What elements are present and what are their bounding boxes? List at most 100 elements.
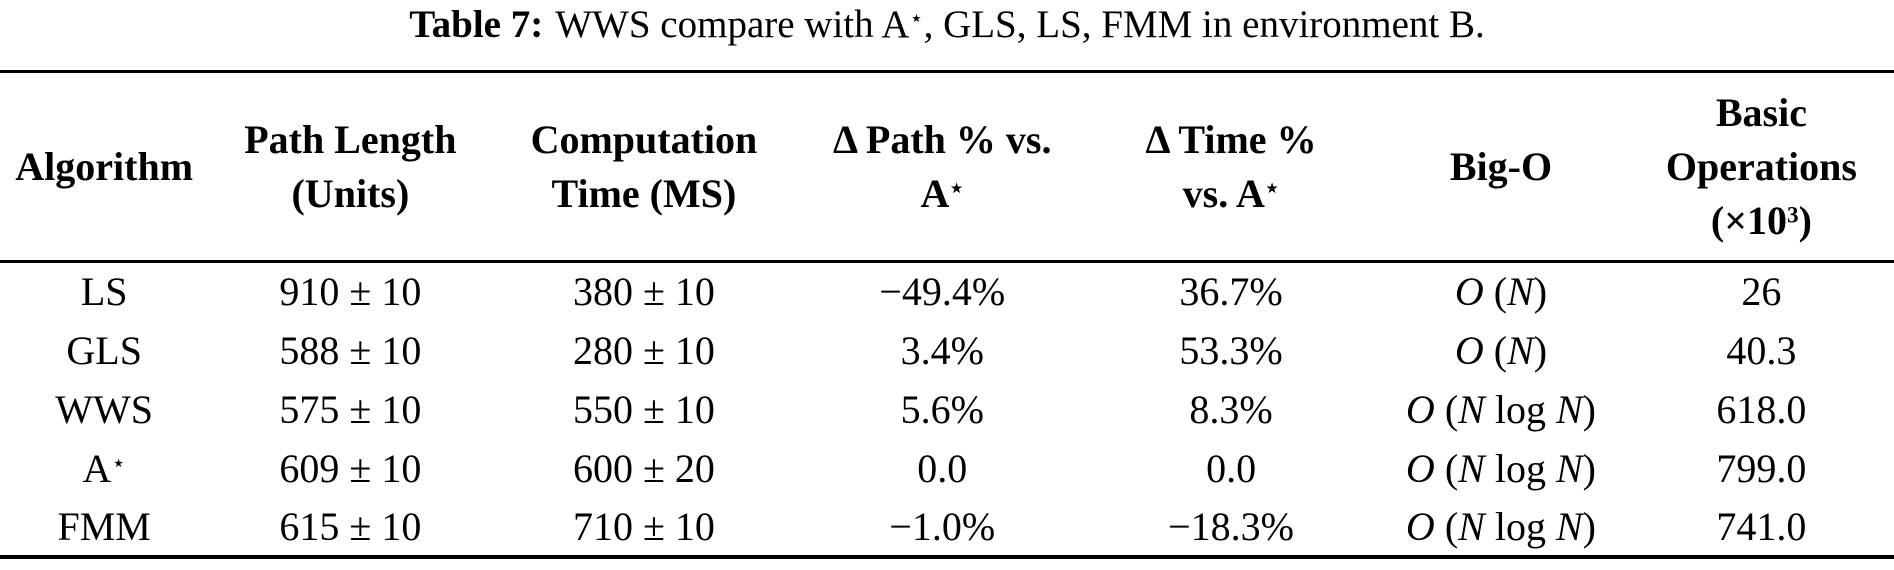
header-line: (×103)	[1629, 194, 1894, 248]
paren: )	[1533, 327, 1548, 373]
path-length-cell: 588 ± 10	[279, 327, 422, 373]
exponent: 3	[1787, 201, 1799, 228]
big-o-cell: O (N log N)	[1373, 498, 1629, 557]
paren: (	[1483, 269, 1508, 315]
big-o-symbol: O	[1454, 269, 1484, 315]
header-line: vs. A⋆	[1089, 167, 1373, 221]
table-row-gls: GLS 588 ± 10 280 ± 10 3.4% 53.3% O (N) 4…	[0, 321, 1894, 380]
paren: (	[1434, 503, 1459, 549]
table-row-astar: A⋆ 609 ± 10 600 ± 20 0.0 0.0 O (N log N)…	[0, 439, 1894, 498]
computation-time-cell: 280 ± 10	[572, 327, 715, 373]
basic-operations-cell: 26	[1741, 269, 1782, 315]
big-o-cell: O (N log N)	[1373, 439, 1629, 498]
variable-n: N	[1458, 445, 1485, 491]
delta-time-cell: 36.7%	[1179, 269, 1283, 315]
column-header-delta-path: Δ Path % vs. A⋆	[795, 72, 1089, 262]
path-length-cell: 615 ± 10	[279, 503, 422, 549]
column-header-algorithm: Algorithm	[0, 72, 208, 262]
computation-time-cell: 710 ± 10	[572, 503, 715, 549]
path-length-cell: 575 ± 10	[279, 386, 422, 432]
log-operator: log	[1484, 445, 1556, 491]
star-icon: ⋆	[111, 449, 126, 476]
header-line: Big-O	[1449, 143, 1553, 189]
header-line: Δ Time %	[1145, 116, 1317, 162]
paren: )	[1582, 445, 1596, 491]
big-o-cell: O (N)	[1373, 262, 1629, 321]
path-length-cell: 609 ± 10	[279, 445, 422, 491]
big-o-symbol: O	[1405, 445, 1435, 491]
delta-time-cell: −18.3%	[1168, 503, 1294, 549]
log-operator: log	[1484, 503, 1556, 549]
path-length-cell: 910 ± 10	[279, 269, 422, 315]
star-icon: ⋆	[1264, 174, 1280, 201]
basic-operations-cell: 618.0	[1716, 386, 1807, 432]
table-caption: Table 7: WWS compare with A⋆, GLS, LS, FM…	[0, 0, 1894, 70]
algorithm-name: GLS	[66, 327, 142, 373]
header-line: Δ Path % vs.	[833, 116, 1052, 162]
algorithm-cell: A⋆	[0, 439, 208, 498]
variable-n: N	[1555, 386, 1583, 432]
table-row-wws: WWS 575 ± 10 550 ± 10 5.6% 8.3% O (N log…	[0, 380, 1894, 439]
header-line: (Units)	[291, 170, 410, 216]
results-table: Algorithm Path Length (Units) Computatio…	[0, 70, 1894, 559]
variable-n: N	[1507, 327, 1534, 373]
computation-time-cell: 380 ± 10	[572, 269, 715, 315]
header-astar-base: vs. A	[1182, 170, 1265, 216]
column-header-delta-time: Δ Time % vs. A⋆	[1089, 72, 1373, 262]
delta-time-cell: 0.0	[1206, 445, 1257, 491]
algorithm-name: A	[82, 445, 112, 491]
algorithm-cell: FMM	[0, 498, 208, 557]
variable-n: N	[1507, 269, 1534, 315]
algorithm-name: FMM	[57, 503, 151, 549]
computation-time-cell: 550 ± 10	[572, 386, 715, 432]
log-operator: log	[1484, 386, 1556, 432]
header-line: Operations	[1665, 143, 1857, 189]
algorithm-name: WWS	[55, 386, 154, 432]
delta-path-cell: 3.4%	[900, 327, 984, 373]
delta-path-cell: −49.4%	[879, 269, 1006, 315]
big-o-symbol: O	[1405, 503, 1435, 549]
algorithm-cell: GLS	[0, 321, 208, 380]
algorithm-cell: WWS	[0, 380, 208, 439]
header-line: Path Length	[244, 116, 457, 162]
variable-n: N	[1555, 503, 1583, 549]
header-line: A⋆	[795, 167, 1089, 221]
paren: )	[1582, 386, 1596, 432]
delta-path-cell: −1.0%	[889, 503, 996, 549]
delta-path-cell: 0.0	[917, 445, 968, 491]
big-o-symbol: O	[1454, 327, 1484, 373]
star-icon: ⋆	[949, 174, 964, 201]
variable-n: N	[1458, 503, 1485, 549]
header-row: Algorithm Path Length (Units) Computatio…	[0, 72, 1894, 262]
caption-label: Table 7:	[409, 3, 544, 46]
table-row-ls: LS 910 ± 10 380 ± 10 −49.4% 36.7% O (N) …	[0, 262, 1894, 321]
basic-operations-cell: 799.0	[1716, 445, 1807, 491]
paren: )	[1582, 503, 1596, 549]
column-header-basic-operations: Basic Operations (×103)	[1629, 72, 1894, 262]
delta-time-cell: 8.3%	[1189, 386, 1273, 432]
big-o-symbol: O	[1405, 386, 1435, 432]
caption-text-post: , GLS, LS, FMM in environment B.	[923, 3, 1485, 46]
delta-time-cell: 53.3%	[1179, 327, 1283, 373]
header-line: Algorithm	[15, 143, 194, 189]
times-ten-base: (×10	[1710, 197, 1787, 243]
basic-operations-cell: 741.0	[1716, 503, 1807, 549]
column-header-big-o: Big-O	[1373, 72, 1629, 262]
caption-text-pre: WWS compare with A	[555, 3, 910, 46]
big-o-cell: O (N log N)	[1373, 380, 1629, 439]
column-header-computation-time: Computation Time (MS)	[492, 72, 795, 262]
table-row-fmm: FMM 615 ± 10 710 ± 10 −1.0% −18.3% O (N …	[0, 498, 1894, 557]
variable-n: N	[1555, 445, 1583, 491]
header-astar-base: A	[920, 170, 950, 216]
delta-path-cell: 5.6%	[900, 386, 984, 432]
header-line: Computation	[530, 116, 758, 162]
computation-time-cell: 600 ± 20	[572, 445, 715, 491]
basic-operations-cell: 40.3	[1726, 327, 1797, 373]
close-paren: )	[1798, 197, 1812, 243]
algorithm-name: LS	[80, 269, 128, 315]
algorithm-cell: LS	[0, 262, 208, 321]
caption-star: ⋆	[909, 5, 924, 31]
big-o-cell: O (N)	[1373, 321, 1629, 380]
variable-n: N	[1458, 386, 1485, 432]
